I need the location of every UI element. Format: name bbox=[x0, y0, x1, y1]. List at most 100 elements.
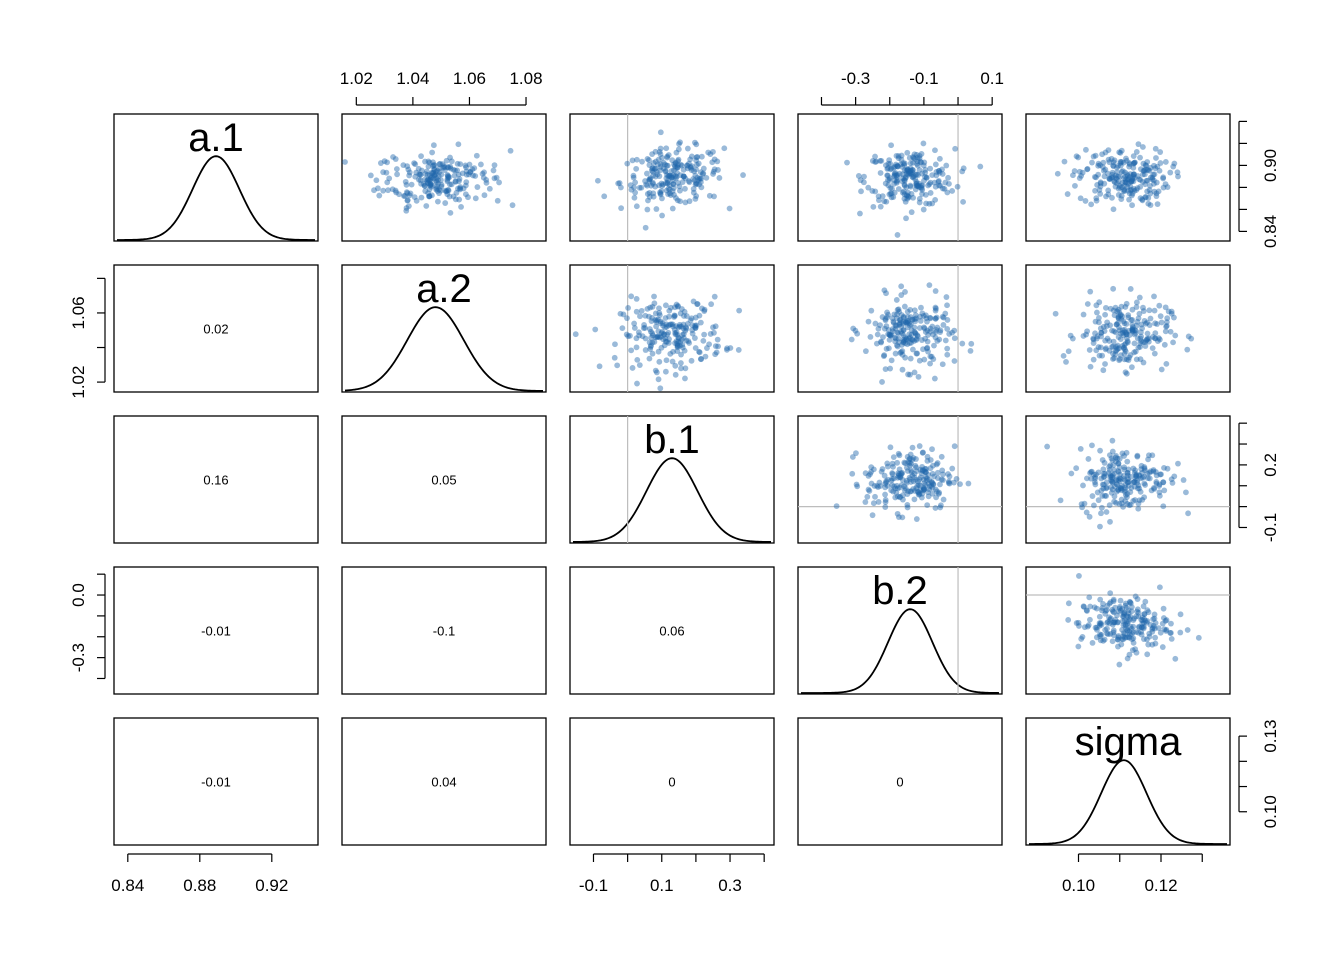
scatter-point bbox=[684, 145, 691, 152]
scatter-point bbox=[1126, 160, 1133, 166]
scatter-point bbox=[1129, 202, 1135, 209]
scatter-point bbox=[1111, 328, 1117, 335]
scatter-point bbox=[906, 474, 913, 481]
scatter-point bbox=[1094, 182, 1101, 188]
scatter-point bbox=[904, 166, 911, 172]
scatter-point bbox=[921, 325, 928, 332]
scatter-point bbox=[1103, 479, 1110, 486]
scatter-point bbox=[855, 173, 862, 179]
scatter-point bbox=[911, 496, 918, 503]
scatter-point bbox=[1122, 179, 1129, 186]
scatter-point bbox=[1122, 482, 1129, 489]
scatter-point bbox=[1114, 346, 1121, 352]
scatter-point bbox=[708, 301, 715, 308]
scatter-point bbox=[1110, 462, 1117, 469]
scatter-point bbox=[1175, 460, 1181, 467]
scatter-point bbox=[900, 496, 906, 503]
scatter-point bbox=[677, 172, 684, 179]
scatter-point bbox=[1116, 356, 1123, 362]
scatter-point bbox=[671, 314, 677, 320]
scatter-point bbox=[1129, 327, 1136, 334]
scatter-point bbox=[896, 484, 903, 491]
scatter-point bbox=[1103, 304, 1109, 311]
scatter-point bbox=[1090, 153, 1097, 160]
scatter-point bbox=[714, 336, 721, 343]
scatter-point bbox=[899, 330, 905, 337]
scatter-point bbox=[656, 149, 663, 155]
scatter-point bbox=[1140, 603, 1147, 610]
scatter-point bbox=[1085, 622, 1092, 628]
scatter-point bbox=[901, 160, 908, 167]
scatter-point bbox=[906, 340, 913, 346]
scatter-point bbox=[932, 334, 939, 341]
scatter-point bbox=[1131, 478, 1138, 485]
scatter-point bbox=[885, 160, 892, 167]
scatter-point bbox=[1140, 160, 1147, 167]
scatter-point bbox=[894, 163, 901, 170]
scatter-point bbox=[1111, 470, 1118, 477]
scatter-point bbox=[1109, 327, 1115, 334]
scatter-point bbox=[908, 467, 915, 474]
panel-r0-c4 bbox=[1025, 113, 1231, 242]
scatter-point bbox=[1117, 485, 1124, 491]
tick-label: 0.84 bbox=[111, 876, 144, 895]
scatter-point bbox=[889, 482, 895, 489]
scatter-point bbox=[891, 173, 898, 180]
scatter-point bbox=[1161, 487, 1168, 494]
scatter-point bbox=[1110, 356, 1116, 362]
scatter-point bbox=[882, 504, 889, 510]
scatter-point bbox=[1157, 471, 1164, 478]
scatter-point bbox=[882, 180, 889, 187]
scatter-point bbox=[876, 197, 882, 204]
scatter-point bbox=[452, 178, 459, 185]
scatter-point bbox=[1123, 331, 1130, 338]
scatter-point bbox=[1138, 333, 1145, 340]
scatter-point bbox=[711, 166, 718, 173]
scatter-point bbox=[673, 329, 680, 336]
scatter-point bbox=[946, 480, 953, 487]
scatter-point bbox=[1122, 348, 1129, 355]
scatter-point bbox=[651, 300, 658, 307]
scatter-point bbox=[644, 170, 650, 177]
scatter-point bbox=[665, 191, 671, 198]
scatter-point bbox=[888, 357, 895, 364]
scatter-point bbox=[422, 158, 428, 165]
scatter-point bbox=[874, 483, 880, 489]
scatter-point bbox=[653, 323, 660, 330]
scatter-point bbox=[1099, 607, 1105, 614]
scatter-point bbox=[1111, 498, 1118, 505]
panel-r3-c1: -0.1 bbox=[341, 566, 547, 695]
scatter-point bbox=[1145, 641, 1152, 648]
scatter-point bbox=[440, 164, 447, 171]
scatter-point bbox=[1124, 620, 1131, 627]
scatter-point bbox=[1109, 448, 1116, 455]
scatter-point bbox=[674, 164, 681, 171]
scatter-point bbox=[916, 199, 923, 206]
scatter-point bbox=[1157, 313, 1164, 320]
scatter-point bbox=[672, 371, 679, 378]
scatter-point bbox=[1096, 299, 1103, 306]
scatter-point bbox=[443, 188, 450, 194]
scatter-point bbox=[903, 336, 910, 342]
scatter-point bbox=[1133, 629, 1140, 635]
scatter-point bbox=[1156, 336, 1163, 343]
scatter-point bbox=[1097, 325, 1104, 332]
scatter-point bbox=[1104, 630, 1110, 637]
scatter-point bbox=[691, 335, 698, 341]
scatter-point bbox=[923, 345, 930, 352]
scatter-point bbox=[1115, 468, 1122, 474]
scatter-point bbox=[433, 185, 440, 192]
scatter-point bbox=[1125, 466, 1132, 473]
scatter-point bbox=[474, 184, 481, 190]
scatter-point bbox=[1111, 157, 1118, 164]
scatter-point bbox=[1092, 330, 1098, 337]
scatter-point bbox=[1122, 169, 1128, 176]
scatter-point bbox=[896, 339, 902, 346]
scatter-point bbox=[920, 449, 926, 456]
scatter-point bbox=[1122, 487, 1128, 494]
scatter-point bbox=[1141, 611, 1148, 617]
scatter-point bbox=[675, 338, 682, 345]
scatter-point bbox=[1119, 343, 1126, 349]
scatter-point bbox=[911, 470, 918, 477]
scatter-point bbox=[924, 457, 931, 464]
